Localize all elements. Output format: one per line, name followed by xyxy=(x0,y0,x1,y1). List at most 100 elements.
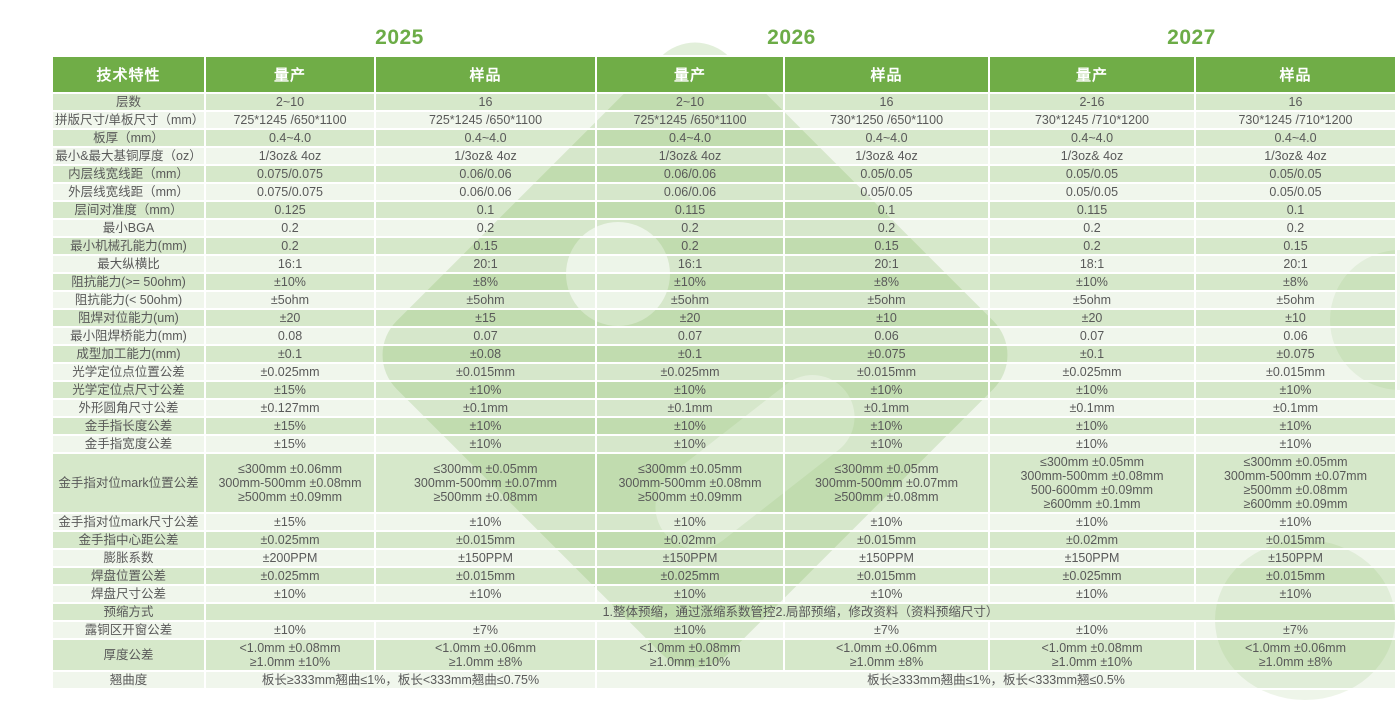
table-row: 阻焊对位能力(um) ±20 ±15 ±20 ±10 ±20 ±10 xyxy=(51,308,1397,328)
spec-cell: ±15 xyxy=(374,308,597,328)
spec-cell: ±10% xyxy=(204,584,376,604)
year-label-2027: 2027 xyxy=(1167,26,1216,49)
table-row: 厚度公差 <1.0mm ±0.08mm ≥1.0mm ±10% <1.0mm ±0.… xyxy=(51,638,1397,672)
capability-spec-table: 技术特性 量产 样品 量产 样品 量产 样品 层数 2~10 16 2~10 16 2-1… xyxy=(51,55,1397,690)
row-label: 拼版尺寸/单板尺寸（mm） xyxy=(51,110,206,130)
spec-cell: ±10% xyxy=(988,416,1196,436)
spec-cell: 0.075/0.075 xyxy=(204,182,376,202)
spec-cell: ±10% xyxy=(1194,512,1397,532)
spec-cell: ±10% xyxy=(204,272,376,292)
spec-cell: 0.15 xyxy=(1194,236,1397,256)
spec-cell: ±150PPM xyxy=(374,548,597,568)
spec-cell: 1/3oz& 4oz xyxy=(783,146,990,166)
spec-cell: 16:1 xyxy=(204,254,376,274)
spec-cell: 1/3oz& 4oz xyxy=(595,146,785,166)
spec-cell: ±10% xyxy=(595,584,785,604)
year-spacer xyxy=(51,26,204,50)
table-row: 金手指对位mark位置公差 ≤300mm ±0.06mm 300mm-500mm … xyxy=(51,452,1397,514)
spec-cell: 0.05/0.05 xyxy=(1194,182,1397,202)
spec-cell: 0.4~4.0 xyxy=(1194,128,1397,148)
spec-cell: ±15% xyxy=(204,416,376,436)
spec-cell: ±10% xyxy=(204,620,376,640)
spec-cell: 0.06/0.06 xyxy=(595,164,785,184)
spec-cell: ±8% xyxy=(1194,272,1397,292)
spec-cell: ±5ohm xyxy=(1194,290,1397,310)
spec-cell: ±15% xyxy=(204,512,376,532)
spec-cell: ±5ohm xyxy=(783,290,990,310)
table-row: 成型加工能力(mm) ±0.1 ±0.08 ±0.1 ±0.075 ±0.1 ±0.075 xyxy=(51,344,1397,364)
spec-cell: ±0.015mm xyxy=(783,566,990,586)
spec-cell: ±7% xyxy=(783,620,990,640)
spec-cell: 0.15 xyxy=(783,236,990,256)
spec-cell: ±5ohm xyxy=(595,290,785,310)
spec-cell: 0.2 xyxy=(204,218,376,238)
spec-cell: ±150PPM xyxy=(988,548,1196,568)
spec-cell: <1.0mm ±0.06mm ≥1.0mm ±8% xyxy=(374,638,597,672)
spec-cell: 725*1245 /650*1100 xyxy=(595,110,785,130)
row-label: 金手指长度公差 xyxy=(51,416,206,436)
spec-cell: ±0.015mm xyxy=(374,566,597,586)
spec-cell: ±10% xyxy=(1194,434,1397,454)
spec-cell: ≤300mm ±0.05mm 300mm-500mm ±0.07mm ≥500m… xyxy=(1194,452,1397,514)
spec-cell: ±10% xyxy=(1194,416,1397,436)
table-row: 拼版尺寸/单板尺寸（mm） 725*1245 /650*1100 725*1245 … xyxy=(51,110,1397,130)
spec-cell: ±10% xyxy=(374,584,597,604)
spec-cell: 2~10 xyxy=(204,92,376,112)
spec-cell: ±10% xyxy=(988,584,1196,604)
spec-cell: ±15% xyxy=(204,434,376,454)
spec-cell: ±10% xyxy=(595,620,785,640)
spec-cell: <1.0mm ±0.08mm ≥1.0mm ±10% xyxy=(988,638,1196,672)
spec-cell: 0.05/0.05 xyxy=(988,164,1196,184)
spec-cell: 0.2 xyxy=(783,218,990,238)
table-row: 阻抗能力(>= 50ohm) ±10% ±8% ±10% ±8% ±10% ±8% xyxy=(51,272,1397,292)
spec-cell: 16 xyxy=(1194,92,1397,112)
spec-cell: ±10% xyxy=(595,512,785,532)
spec-cell: ±150PPM xyxy=(1194,548,1397,568)
spec-cell: ±15% xyxy=(204,380,376,400)
col-header-sample-2026: 样品 xyxy=(783,55,990,94)
table-header: 技术特性 量产 样品 量产 样品 量产 样品 xyxy=(51,55,1397,94)
col-header-mass-2026: 量产 xyxy=(595,55,785,94)
table-row: 外形圆角尺寸公差 ±0.127mm ±0.1mm ±0.1mm ±0.1mm ±0.1mm… xyxy=(51,398,1397,418)
spec-cell: ±0.015mm xyxy=(374,362,597,382)
row-label: 板厚（mm） xyxy=(51,128,206,148)
col-header-mass-2027: 量产 xyxy=(988,55,1196,94)
spec-cell: 730*1250 /650*1100 xyxy=(783,110,990,130)
row-label: 金手指中心距公差 xyxy=(51,530,206,550)
row-label: 最小机械孔能力(mm) xyxy=(51,236,206,256)
spec-cell: 0.125 xyxy=(204,200,376,220)
spec-cell: ±10% xyxy=(595,416,785,436)
spec-cell: ≤300mm ±0.05mm 300mm-500mm ±0.08mm 500-6… xyxy=(988,452,1196,514)
spec-cell: 2~10 xyxy=(595,92,785,112)
table-row: 最小阻焊桥能力(mm) 0.08 0.07 0.07 0.06 0.07 0.06 xyxy=(51,326,1397,346)
spec-cell: 0.1 xyxy=(1194,200,1397,220)
spec-cell: ±0.1mm xyxy=(595,398,785,418)
spec-cell: 0.2 xyxy=(204,236,376,256)
spec-cell: ±10% xyxy=(374,416,597,436)
spec-cell: <1.0mm ±0.08mm ≥1.0mm ±10% xyxy=(595,638,785,672)
spec-cell: 20:1 xyxy=(783,254,990,274)
spec-cell: ±10 xyxy=(783,308,990,328)
table-row: 光学定位点尺寸公差 ±15% ±10% ±10% ±10% ±10% ±10% xyxy=(51,380,1397,400)
spec-cell: 16 xyxy=(374,92,597,112)
spec-cell: 1.整体预缩，通过涨缩系数管控2.局部预缩，修改资料（资料预缩尺寸） xyxy=(204,602,1397,622)
spec-cell: ±0.015mm xyxy=(783,362,990,382)
spec-cell: <1.0mm ±0.08mm ≥1.0mm ±10% xyxy=(204,638,376,672)
table-row: 金手指宽度公差 ±15% ±10% ±10% ±10% ±10% ±10% xyxy=(51,434,1397,454)
spec-cell: 1/3oz& 4oz xyxy=(1194,146,1397,166)
table-row: 外层线宽线距（mm） 0.075/0.075 0.06/0.06 0.06/0.06 0… xyxy=(51,182,1397,202)
spec-cell: ±0.1mm xyxy=(374,398,597,418)
spec-cell: ±10% xyxy=(1194,380,1397,400)
spec-cell: ±10% xyxy=(1194,584,1397,604)
spec-cell: ±200PPM xyxy=(204,548,376,568)
row-label: 膨胀系数 xyxy=(51,548,206,568)
table-row: 金手指中心距公差 ±0.025mm ±0.015mm ±0.02mm ±0.015mm ±… xyxy=(51,530,1397,550)
table-row: 最小&最大基铜厚度（oz） 1/3oz& 4oz 1/3oz& 4oz 1/3oz& … xyxy=(51,146,1397,166)
year-header-bar: 2025 2026 2027 xyxy=(51,26,1395,50)
row-label: 最大纵横比 xyxy=(51,254,206,274)
spec-cell: ±10% xyxy=(988,512,1196,532)
spec-cell: 0.08 xyxy=(204,326,376,346)
spec-cell: 0.06 xyxy=(783,326,990,346)
row-label: 露铜区开窗公差 xyxy=(51,620,206,640)
